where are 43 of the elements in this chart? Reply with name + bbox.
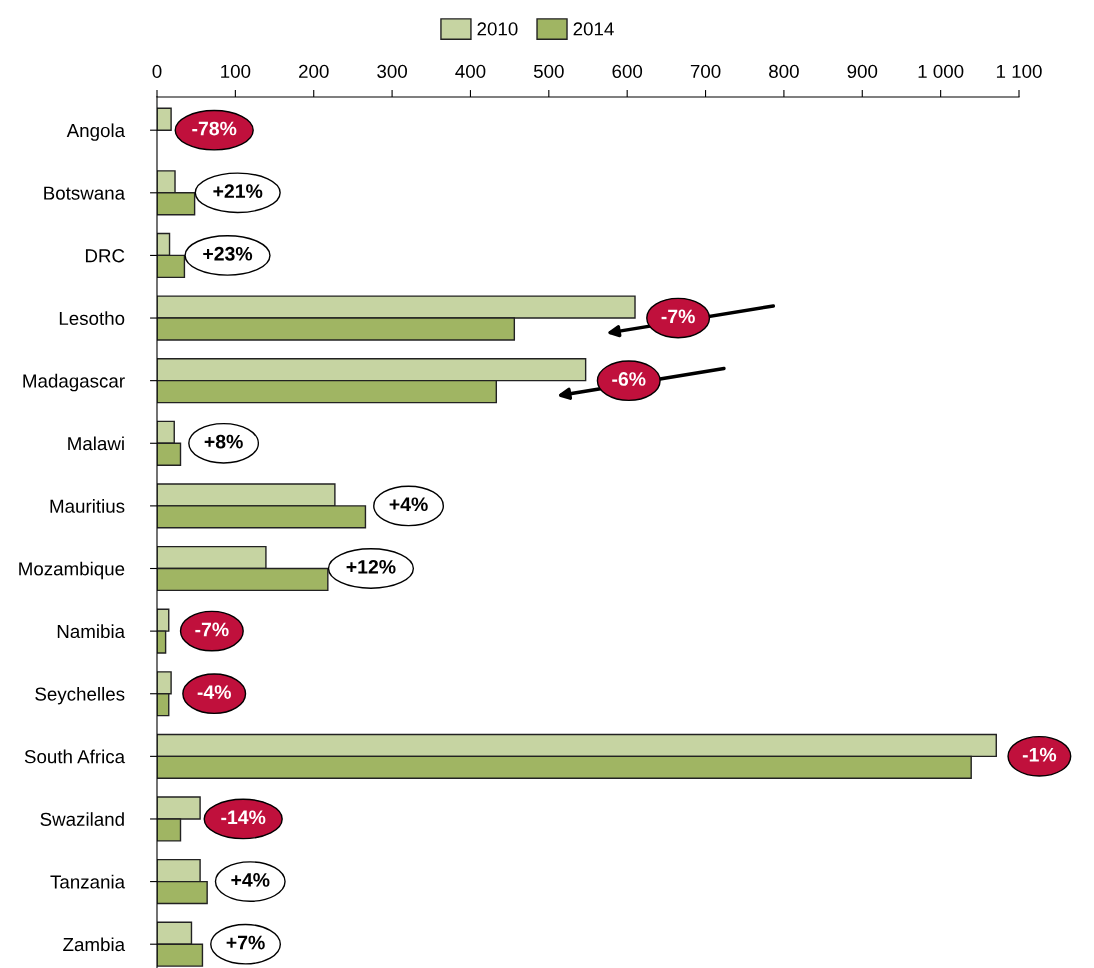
legend-label: 2010 <box>477 22 518 36</box>
text: -1% <box>1022 747 1057 762</box>
annotation: -7% <box>195 622 229 637</box>
annotation: -78% <box>192 121 237 136</box>
annotation: -7% <box>661 309 695 324</box>
x-tick-label: 500 <box>533 64 564 79</box>
y-tick-label: Tanzania <box>50 874 126 889</box>
y-tick-label: Namibia <box>57 624 126 639</box>
x-tick-label: 0 <box>152 64 162 79</box>
annotation: +8% <box>204 434 243 449</box>
x-tick-label: 700 <box>690 64 721 79</box>
x-tick-label: 1 000 <box>918 64 964 79</box>
x-tick-label: 400 <box>455 64 486 79</box>
annotation: +12% <box>346 559 396 574</box>
y-tick-label: Mauritius <box>50 499 125 513</box>
legend-label: 2014 <box>573 22 614 36</box>
x-tick-label: 1 100 <box>996 64 1042 79</box>
y-tick-label: South Africa <box>24 749 126 764</box>
y-tick-label: DRC <box>85 249 125 263</box>
y-tick-label: Madagascar <box>23 373 125 392</box>
annotation: +21% <box>213 184 263 198</box>
x-tick-label: 300 <box>377 64 407 79</box>
y-tick-label: Swaziland <box>40 812 124 826</box>
annotation: -14% <box>221 810 266 825</box>
x-tick-label: 100 <box>221 64 251 79</box>
y-tick-label: Mozambique <box>19 561 125 580</box>
annotation: -4% <box>197 685 231 699</box>
y-tick-label: Malawi <box>68 436 124 451</box>
bar <box>157 107 172 131</box>
x-tick-label: 600 <box>612 64 643 79</box>
y-tick-label: Lesotho <box>59 311 125 326</box>
x-tick-label: 800 <box>769 64 799 79</box>
y-tick-label: Zambia <box>63 937 126 952</box>
annotation: +4% <box>231 873 270 887</box>
y-tick-label: Botswana <box>44 186 126 200</box>
x-tick-label: 200 <box>299 64 329 79</box>
annotation: +4% <box>389 497 428 512</box>
annotation: +23% <box>203 246 253 261</box>
annotation: +7% <box>226 935 265 950</box>
x-tick-label: 900 <box>847 64 878 79</box>
y-tick-label: Angola <box>66 123 126 141</box>
annotation: -6% <box>612 372 646 386</box>
y-tick-label: Seychelles <box>35 686 125 705</box>
